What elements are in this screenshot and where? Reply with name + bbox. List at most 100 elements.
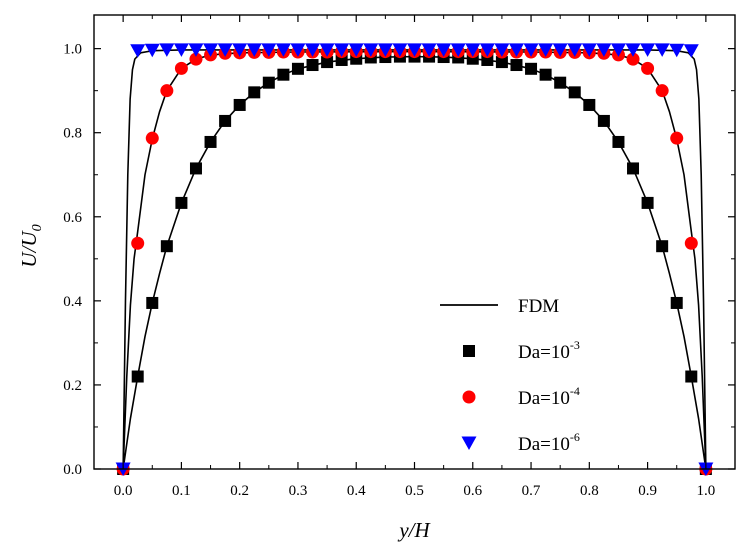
data-point [683, 44, 699, 58]
data-point [262, 76, 275, 89]
y-axis-title-main: U/U [17, 230, 41, 268]
data-point [670, 296, 683, 309]
data-point [173, 43, 189, 57]
x-axis-title: y/H [397, 518, 431, 542]
legend-marker-swatch [463, 345, 475, 357]
data-point [363, 43, 379, 57]
data-point [669, 43, 685, 58]
legend-label: Da=10-3 [518, 338, 580, 363]
series-3-markers [115, 43, 714, 476]
fdm-lines-group [122, 49, 707, 470]
data-point [189, 52, 203, 66]
data-point [554, 76, 567, 89]
data-point [610, 43, 626, 57]
legend-item-1: FDM [440, 296, 559, 317]
data-point [130, 44, 146, 58]
y-tick-label: 0.6 [63, 210, 82, 226]
markers-group [115, 43, 714, 476]
data-point [305, 43, 321, 57]
legend-label-base: Da=10 [518, 434, 570, 455]
data-point [685, 370, 698, 383]
legend-label: Da=10-4 [518, 384, 580, 409]
data-point [377, 43, 393, 57]
x-tick-label: 1.0 [696, 483, 715, 499]
data-point [684, 236, 698, 250]
fdm-line-3 [122, 49, 707, 470]
data-point [219, 114, 232, 127]
series-2-markers [116, 45, 713, 476]
y-tick-label: 0.0 [63, 462, 82, 478]
data-point [160, 84, 174, 98]
legend-item-2: Da=10-3 [463, 338, 580, 363]
x-tick-label: 0.1 [172, 483, 191, 499]
data-point [597, 114, 610, 127]
data-point [306, 59, 319, 72]
data-point [407, 43, 422, 57]
data-point [319, 43, 335, 57]
data-point [321, 56, 334, 69]
data-point [261, 43, 277, 57]
y-tick-label: 1.0 [63, 42, 82, 58]
data-point [465, 43, 481, 57]
data-point [174, 61, 188, 75]
legend-label-exponent: -3 [570, 338, 580, 352]
data-point [233, 98, 246, 111]
data-point [421, 43, 437, 57]
data-point [217, 43, 233, 57]
data-point [248, 86, 261, 99]
data-point [146, 296, 159, 309]
data-point [627, 162, 640, 175]
y-tick-label: 0.2 [63, 378, 82, 394]
legend-label-exponent: -4 [570, 384, 580, 398]
data-point [246, 43, 262, 57]
legend-label: FDM [518, 296, 559, 317]
data-point [612, 135, 625, 148]
x-tick-label: 0.3 [289, 483, 308, 499]
data-point [640, 43, 656, 57]
data-point [641, 61, 655, 75]
data-point [144, 43, 160, 58]
data-point [479, 43, 495, 57]
data-point [583, 98, 596, 111]
data-point [436, 43, 452, 57]
x-tick-label: 0.6 [463, 483, 482, 499]
data-point [131, 370, 144, 383]
data-point [654, 43, 670, 57]
data-point [552, 43, 568, 57]
data-point [596, 43, 612, 57]
data-point [275, 43, 291, 57]
data-point [290, 43, 306, 57]
data-point [625, 43, 641, 57]
legend-marker-swatch [461, 436, 477, 450]
data-point [655, 84, 669, 98]
y-tick-label: 0.8 [63, 126, 82, 142]
legend-marker-swatch [462, 390, 476, 404]
data-point [188, 43, 204, 57]
data-point [581, 43, 597, 57]
data-point [538, 43, 554, 57]
legend-item-3: Da=10-4 [462, 384, 580, 409]
data-point [291, 62, 304, 75]
data-point [204, 135, 217, 148]
data-point [508, 43, 524, 57]
data-point [494, 43, 510, 57]
data-point [175, 196, 188, 209]
data-point [656, 240, 669, 253]
data-point [203, 43, 219, 57]
data-point [160, 240, 173, 253]
data-point [334, 43, 350, 57]
fdm-line-1 [122, 55, 707, 470]
y-axis-title: U/U0 [17, 224, 45, 267]
legend-label: Da=10-6 [518, 430, 580, 455]
y-axis-title-subscript: 0 [30, 224, 45, 231]
data-point [277, 68, 290, 81]
x-tick-label: 0.2 [230, 483, 249, 499]
data-point [232, 43, 248, 57]
data-point [495, 56, 508, 69]
data-point [626, 52, 640, 66]
plot-frame [93, 14, 736, 470]
data-point [450, 43, 466, 57]
data-point [539, 68, 552, 81]
